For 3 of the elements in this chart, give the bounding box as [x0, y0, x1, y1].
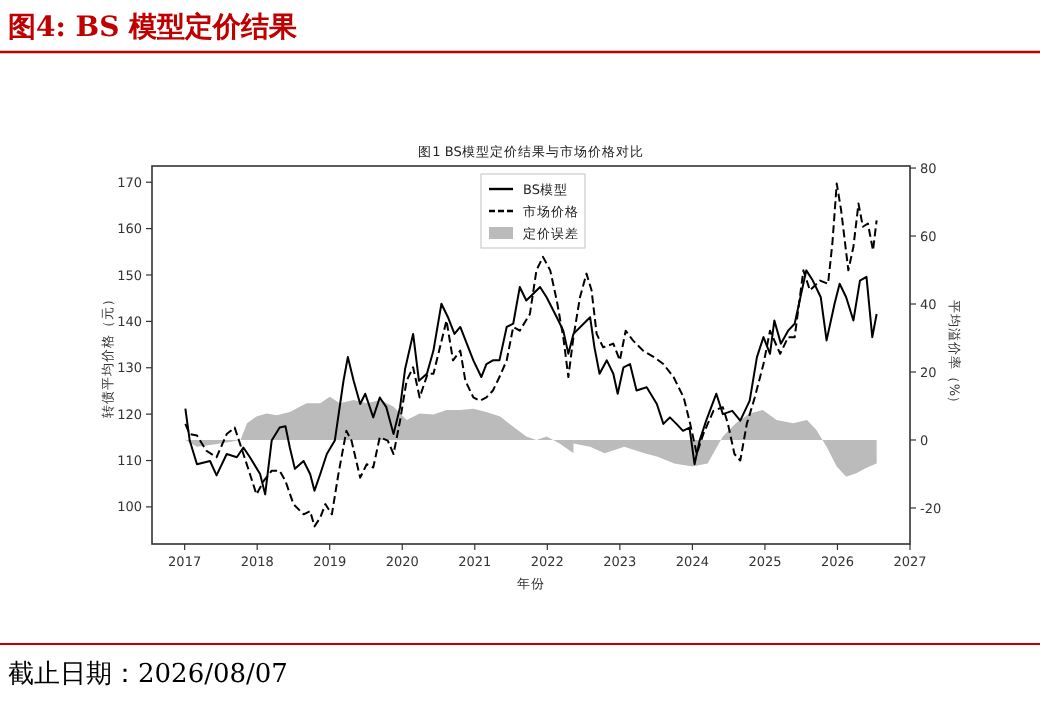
- line-series: [184, 182, 878, 528]
- text: 截止日期：2026/08/07: [8, 660, 288, 690]
- chart-title: 图4: BS 模型定价结果: [8, 10, 300, 44]
